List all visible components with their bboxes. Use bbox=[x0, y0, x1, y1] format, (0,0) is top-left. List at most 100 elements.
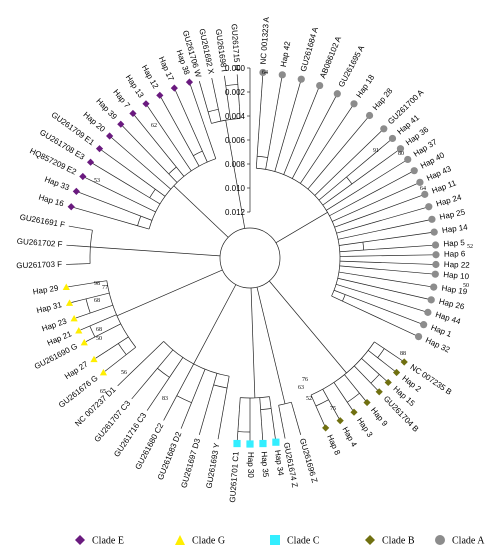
leaf-label: GU261701 C1 bbox=[228, 451, 241, 503]
leaf-marker bbox=[117, 120, 125, 128]
leaf-marker bbox=[106, 132, 114, 140]
leaf-marker bbox=[278, 71, 286, 79]
clade-stem-branch bbox=[90, 246, 221, 257]
leaf-marker bbox=[259, 439, 267, 448]
internal-branch bbox=[191, 369, 206, 403]
leaf-label: GU261703 F bbox=[16, 260, 62, 271]
terminal-branch bbox=[346, 139, 392, 178]
clade-stem-branch bbox=[256, 287, 286, 404]
leaf-label: GU261683 D2 bbox=[156, 430, 184, 481]
internal-branch bbox=[283, 163, 289, 175]
bootstrap-value: 56 bbox=[121, 370, 127, 376]
leaf-marker bbox=[72, 187, 80, 195]
terminal-branch bbox=[357, 194, 424, 220]
legend-marker bbox=[435, 535, 445, 545]
legend-marker bbox=[175, 535, 185, 545]
leaf-marker bbox=[431, 241, 440, 249]
internal-branch bbox=[225, 85, 231, 120]
leaf-label: Hap 14 bbox=[441, 222, 468, 235]
leaf-marker bbox=[336, 417, 344, 425]
internal-branch bbox=[333, 289, 346, 295]
leaf-label: Hap 16 bbox=[38, 193, 66, 209]
terminal-branch bbox=[133, 114, 170, 158]
internal-branch bbox=[76, 245, 91, 248]
terminal-branch bbox=[117, 349, 156, 387]
leaf-label: GU261715 H bbox=[230, 24, 242, 71]
internal-branch bbox=[344, 374, 360, 394]
leaf-marker bbox=[90, 355, 98, 363]
terminal-branch bbox=[345, 294, 422, 325]
leaf-label: Hap 5 bbox=[443, 238, 465, 249]
terminal-branch bbox=[360, 283, 430, 300]
leaf-label: Hap 19 bbox=[441, 284, 468, 297]
terminal-branch bbox=[350, 273, 432, 288]
internal-branch bbox=[300, 153, 321, 184]
terminal-branch bbox=[217, 387, 228, 440]
terminal-branch bbox=[328, 399, 340, 420]
internal-branch bbox=[329, 198, 362, 217]
leaf-marker bbox=[388, 134, 397, 143]
leaf-marker bbox=[404, 155, 412, 164]
sub-arc-branch bbox=[137, 215, 142, 226]
leaf-marker bbox=[333, 90, 341, 98]
leaf-marker bbox=[170, 84, 178, 92]
scale-tick-label: 0.012 bbox=[225, 208, 246, 217]
internal-branch bbox=[187, 363, 194, 375]
sub-arc-branch bbox=[85, 298, 91, 314]
terminal-branch bbox=[332, 149, 400, 199]
terminal-branch bbox=[362, 232, 433, 243]
sub-arc-branch bbox=[118, 343, 127, 355]
terminal-branch bbox=[386, 364, 396, 372]
terminal-branch bbox=[68, 225, 79, 229]
leaf-marker bbox=[79, 172, 87, 181]
terminal-branch bbox=[85, 336, 96, 342]
internal-branch bbox=[307, 179, 316, 190]
sub-arc-branch bbox=[257, 155, 268, 158]
terminal-branch bbox=[80, 319, 106, 331]
leaf-label: Hap 27 bbox=[63, 359, 90, 381]
clade-stem-branch bbox=[250, 287, 256, 398]
leaf-label: GU261698 I bbox=[214, 28, 229, 72]
terminal-branch bbox=[351, 254, 434, 257]
internal-branch bbox=[105, 314, 117, 320]
terminal-branch bbox=[180, 402, 192, 429]
terminal-branch bbox=[211, 77, 217, 98]
leaf-marker bbox=[142, 100, 150, 108]
leaf-label: GU261691 F bbox=[19, 213, 66, 230]
clade-arc-branch bbox=[278, 401, 292, 406]
terminal-branch bbox=[71, 299, 82, 303]
leaf-marker bbox=[425, 203, 433, 211]
legend-marker bbox=[270, 535, 280, 545]
bootstrap-value: 52 bbox=[306, 396, 312, 402]
terminal-branch bbox=[236, 74, 240, 107]
leaf-label: Hap 30 bbox=[246, 452, 255, 478]
bootstrap-value: 62 bbox=[151, 123, 157, 129]
internal-branch bbox=[291, 157, 304, 179]
leaf-marker bbox=[70, 314, 78, 322]
terminal-branch bbox=[189, 83, 205, 125]
terminal-branch bbox=[375, 244, 434, 250]
terminal-branch bbox=[269, 76, 283, 146]
sub-arc-branch bbox=[213, 384, 228, 389]
leaf-marker bbox=[86, 158, 95, 166]
terminal-branch bbox=[320, 416, 326, 427]
internal-branch bbox=[322, 197, 333, 206]
internal-branch bbox=[339, 241, 363, 246]
internal-branch bbox=[269, 396, 272, 409]
internal-branch bbox=[374, 341, 385, 349]
terminal-branch bbox=[73, 206, 138, 227]
leaf-marker bbox=[392, 368, 401, 377]
scale-tick-label: 0.008 bbox=[225, 160, 246, 169]
leaf-label: Hap 22 bbox=[444, 260, 471, 270]
clade-stem-branch bbox=[193, 284, 237, 365]
leaf-marker bbox=[400, 358, 408, 366]
leaf-marker bbox=[380, 125, 388, 133]
sub-arc-branch bbox=[346, 176, 353, 185]
internal-branch bbox=[239, 106, 241, 119]
internal-branch bbox=[94, 323, 121, 338]
leaf-marker bbox=[156, 91, 164, 99]
terminal-branch bbox=[371, 206, 427, 224]
terminal-branch bbox=[287, 87, 320, 164]
internal-branch bbox=[314, 178, 333, 196]
terminal-branch bbox=[163, 374, 189, 421]
